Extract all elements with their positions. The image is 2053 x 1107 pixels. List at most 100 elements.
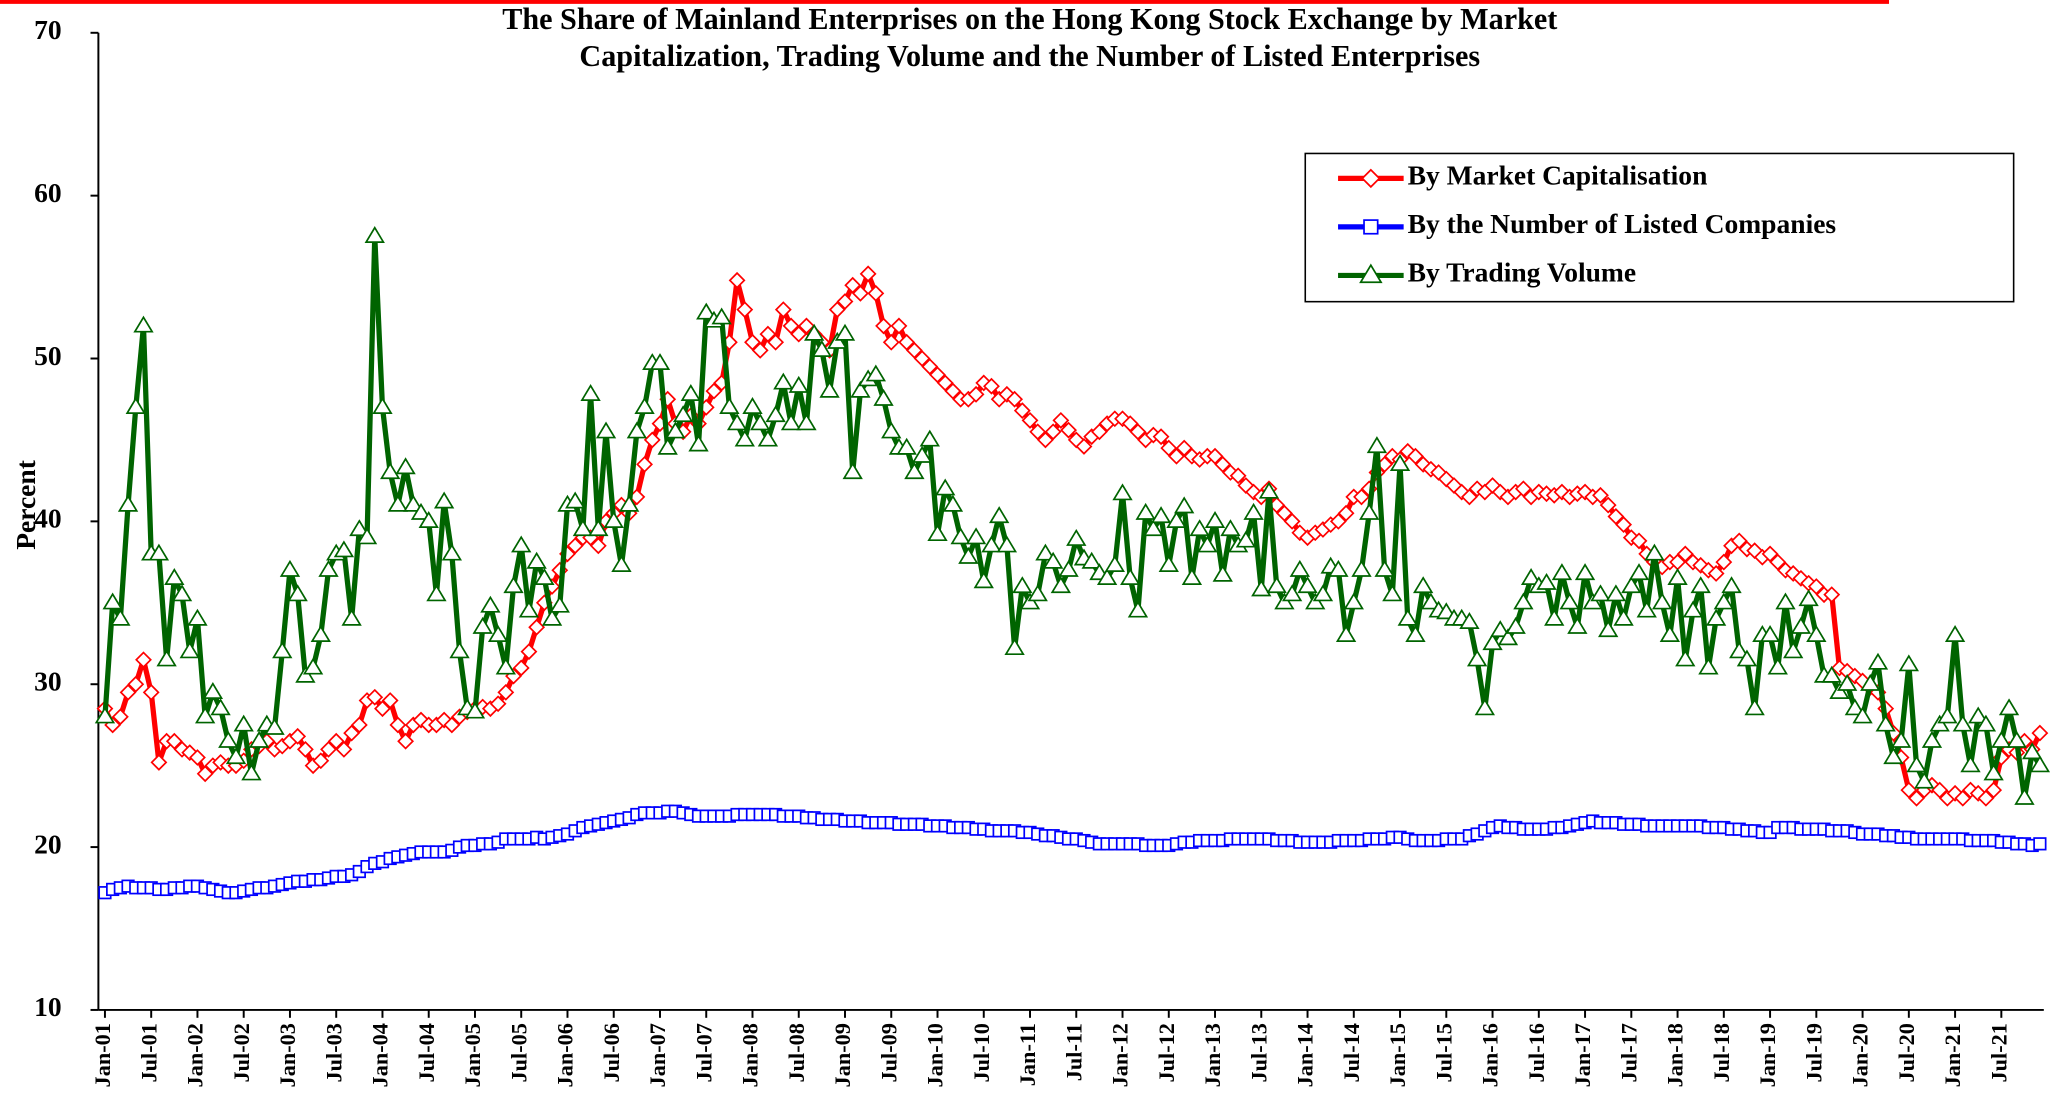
marker [142,683,160,701]
marker [757,429,779,447]
x-tick-label: Jan-09 [830,1023,855,1087]
marker [1690,576,1711,594]
marker [1343,592,1364,610]
marker [1363,219,1379,235]
marker [836,293,854,310]
marker [1592,486,1609,504]
legend-label: By the Number of Listed Companies [1408,208,1837,239]
marker [834,323,856,341]
marker [950,527,971,545]
marker [526,551,547,569]
chart-title: Capitalization, Trading Volume and the N… [579,39,1480,73]
marker [875,317,892,335]
marker [1599,496,1617,514]
marker [881,421,902,439]
marker [264,717,285,735]
x-tick-label: Jan-01 [90,1023,115,1087]
marker [611,555,632,572]
marker [1212,564,1233,582]
legend-label: By Market Capitalisation [1408,160,1708,191]
y-tick-label: 50 [34,340,62,371]
x-tick-label: Jul-11 [1061,1023,1086,1081]
x-tick-label: Jan-17 [1570,1023,1595,1087]
marker [125,397,146,414]
marker [744,333,761,351]
marker [774,301,792,319]
marker [726,413,748,431]
marker [449,641,470,659]
marker [751,341,769,359]
marker [1921,730,1943,748]
marker [1129,423,1147,441]
marker [150,753,168,771]
marker [935,478,956,496]
marker [618,494,640,512]
x-tick-label: Jul-01 [136,1023,161,1082]
x-tick-label: Jan-04 [368,1023,393,1087]
marker [913,350,931,367]
marker [1761,545,1779,563]
marker [750,413,771,431]
marker [1937,706,1958,724]
marker [1021,411,1039,429]
marker [1189,519,1210,537]
marker [520,643,538,661]
x-tick-label: Jul-07 [691,1023,716,1082]
marker [1075,438,1093,455]
marker [796,413,817,431]
legend: By Market Capitalisation By the Number of… [1304,152,2015,303]
marker [1351,559,1372,577]
marker [1514,480,1532,498]
marker [312,752,330,770]
marker [983,377,1000,395]
x-tick-label: Jul-20 [1894,1023,1919,1082]
marker [572,519,594,537]
marker [665,421,686,439]
marker [1297,576,1318,594]
marker [1337,504,1355,522]
marker [842,462,863,480]
y-tick-label: 20 [34,828,62,859]
marker [996,535,1018,553]
marker [1066,528,1087,546]
marker [497,683,515,701]
marker [1991,730,2012,748]
marker [1174,496,1195,514]
marker [1505,616,1526,634]
marker [589,537,607,555]
marker [1621,576,1642,594]
marker [1251,579,1272,597]
marker [1044,423,1062,441]
marker [1698,657,1719,675]
marker [350,716,368,734]
x-tick-label: Jul-13 [1246,1023,1271,1082]
x-tick-label: Jul-16 [1524,1023,1549,1082]
marker [1559,592,1580,610]
marker [464,701,486,719]
x-tick-label: Jul-05 [506,1023,531,1082]
marker [636,455,653,473]
marker [1329,512,1347,530]
marker [1459,612,1480,629]
marker [1520,568,1542,585]
marker [1806,625,1827,642]
marker [1366,436,1388,454]
marker [1359,263,1383,284]
marker [958,546,979,564]
marker [1361,168,1381,189]
marker [1060,421,1077,439]
marker [156,649,177,667]
chart-title: The Share of Mainland Enterprises on the… [502,2,1557,36]
marker [171,584,193,602]
x-tick-label: Jul-03 [321,1023,346,1082]
x-tick-label: Jan-08 [738,1023,763,1087]
marker [1135,502,1156,520]
marker [2014,787,2035,805]
marker [1004,638,1025,656]
marker [1359,502,1380,520]
marker [882,333,900,351]
marker [1143,519,1164,537]
marker [1374,559,1395,577]
x-tick-label: Jan-10 [923,1023,948,1087]
marker [1127,600,1149,618]
